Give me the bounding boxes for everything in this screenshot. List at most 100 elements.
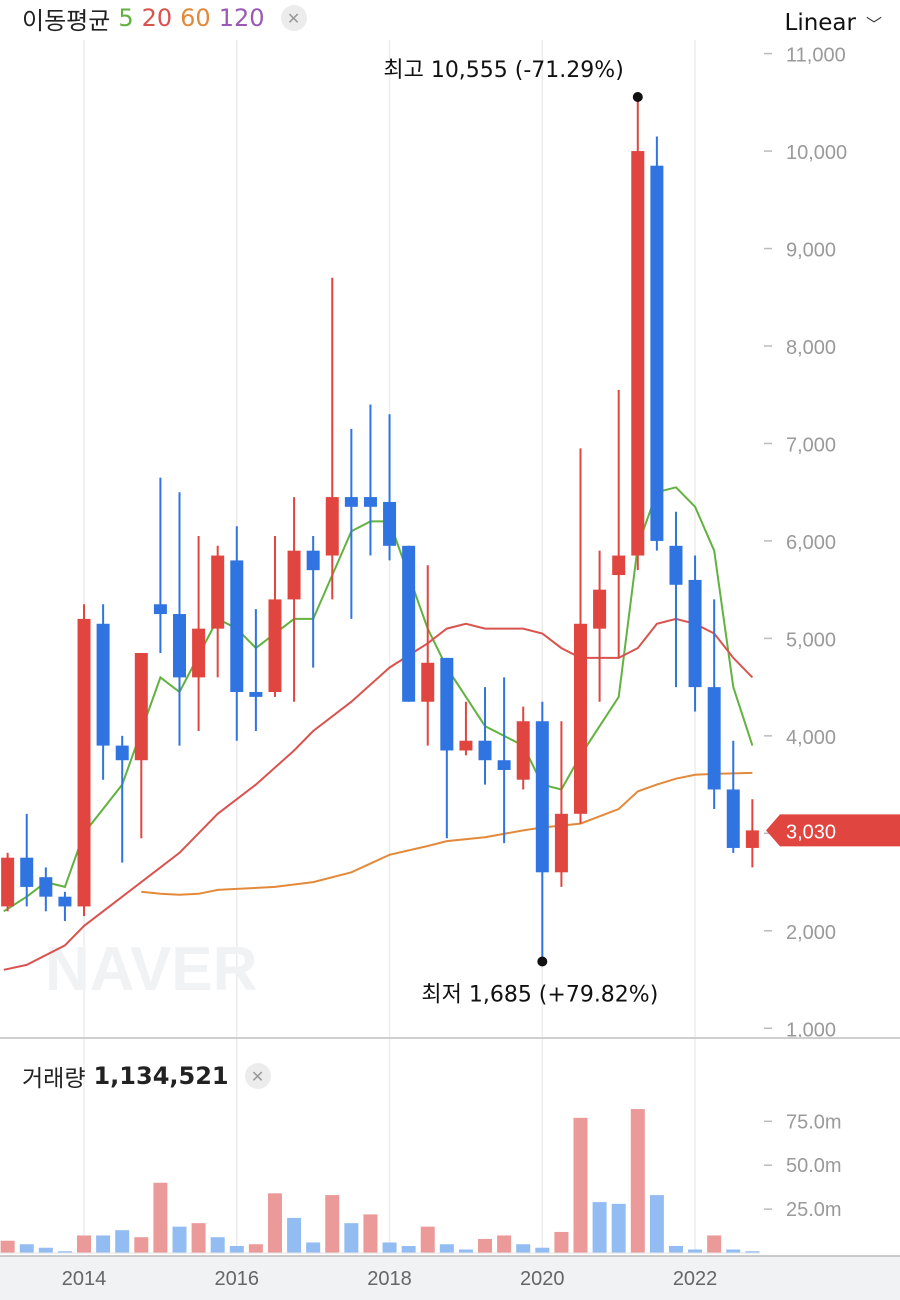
time-tick-label: 2018 (367, 1268, 412, 1290)
candle-body (287, 550, 301, 600)
price-tick-label: 8,000 (786, 337, 836, 359)
candle[interactable] (268, 536, 282, 697)
candle[interactable] (440, 657, 454, 839)
ma60-label[interactable]: 60 (180, 4, 211, 32)
candle-body (593, 589, 607, 629)
ma-line-60 (141, 771, 753, 896)
candle[interactable] (688, 555, 702, 712)
ma20-label[interactable]: 20 (141, 4, 173, 32)
candle[interactable] (344, 428, 358, 619)
candle[interactable] (631, 96, 645, 571)
volume-tick-label: 75.0m (786, 1111, 842, 1133)
volume-bar (287, 1217, 302, 1253)
high-marker (632, 91, 643, 102)
volume-bar (726, 1249, 741, 1253)
candle-body (535, 721, 549, 873)
candle[interactable] (192, 536, 206, 731)
candle[interactable] (535, 701, 549, 962)
candle[interactable] (726, 740, 740, 853)
candle[interactable] (77, 604, 91, 917)
candle-body (688, 579, 702, 688)
candle-body (268, 599, 282, 692)
volume-bar (96, 1235, 111, 1253)
price-tick-label: 10,000 (786, 142, 847, 164)
volume-bar (497, 1235, 512, 1253)
candle[interactable] (745, 799, 759, 868)
time-tick-label: 2014 (62, 1268, 107, 1290)
candle-body (325, 497, 339, 556)
candle-body (707, 687, 721, 790)
volume-bar (325, 1195, 340, 1253)
candle[interactable] (459, 701, 473, 756)
candle[interactable] (287, 497, 301, 702)
candle[interactable] (383, 414, 397, 561)
ma120-label[interactable]: 120 (218, 4, 265, 32)
volume-bar (592, 1202, 607, 1253)
candle[interactable] (249, 609, 263, 731)
candle-body (115, 745, 129, 761)
candle[interactable] (115, 735, 129, 863)
candle[interactable] (421, 565, 435, 746)
volume-bar (554, 1231, 569, 1253)
candle[interactable] (134, 653, 148, 839)
low-marker (537, 956, 548, 967)
candle[interactable] (363, 404, 377, 556)
price-tick-label: 9,000 (786, 240, 836, 262)
close-icon[interactable]: ✕ (244, 1063, 271, 1089)
candle-body (440, 657, 454, 751)
moving-average-lines (3, 486, 754, 971)
candle[interactable] (516, 706, 530, 790)
candle[interactable] (612, 389, 626, 658)
naver-watermark: NAVER (45, 935, 257, 1004)
candle[interactable] (230, 526, 244, 741)
candle[interactable] (707, 599, 721, 809)
volume-bar (57, 1251, 72, 1253)
candle[interactable] (554, 721, 568, 887)
time-axis: 2014 2016 2018 2020 2022 (62, 1268, 718, 1290)
candle-body (192, 628, 206, 678)
candle-body (516, 721, 530, 780)
ma5-label[interactable]: 5 (118, 4, 134, 32)
volume-bar (535, 1247, 550, 1253)
candle[interactable] (39, 867, 53, 912)
candle[interactable] (650, 136, 664, 551)
close-icon[interactable]: ✕ (280, 5, 307, 31)
volume-bar (19, 1244, 34, 1253)
time-tick-label: 2020 (520, 1268, 565, 1290)
candle-body (574, 623, 588, 814)
annotations: 최고 10,555 (-71.29%) 최저 1,685 (+79.82%) 3,0… (383, 58, 900, 1007)
candle-body (58, 896, 72, 907)
volume-legend: 거래량 1,134,521 ✕ (22, 1060, 271, 1092)
candle[interactable] (58, 891, 72, 922)
candle[interactable] (153, 477, 167, 654)
volume-bar (172, 1226, 187, 1253)
candles (1, 96, 759, 962)
candle[interactable] (497, 677, 511, 844)
scale-selector[interactable]: Linear ﹀ (785, 10, 883, 36)
candle[interactable] (1, 852, 15, 912)
candle[interactable] (211, 545, 225, 678)
volume-bar (649, 1195, 664, 1253)
candle[interactable] (593, 550, 607, 702)
volume-bar (420, 1226, 435, 1253)
candle[interactable] (172, 492, 186, 746)
candle[interactable] (306, 536, 320, 668)
candle-body (96, 623, 110, 746)
volume-bar (153, 1182, 168, 1253)
candle[interactable] (574, 448, 588, 824)
candle[interactable] (478, 687, 492, 785)
candle[interactable] (325, 277, 339, 600)
candle[interactable] (669, 511, 683, 688)
candle[interactable] (402, 545, 416, 702)
price-tick-label: 4,000 (786, 727, 836, 749)
volume-bar (77, 1235, 92, 1253)
volume-bar (668, 1245, 683, 1253)
candle[interactable] (20, 813, 34, 907)
candle[interactable] (96, 604, 110, 780)
candle-body (726, 789, 740, 848)
candle-body (306, 550, 320, 571)
volume-bar (363, 1214, 378, 1253)
candle-body (745, 830, 759, 848)
candle-body (172, 614, 186, 678)
